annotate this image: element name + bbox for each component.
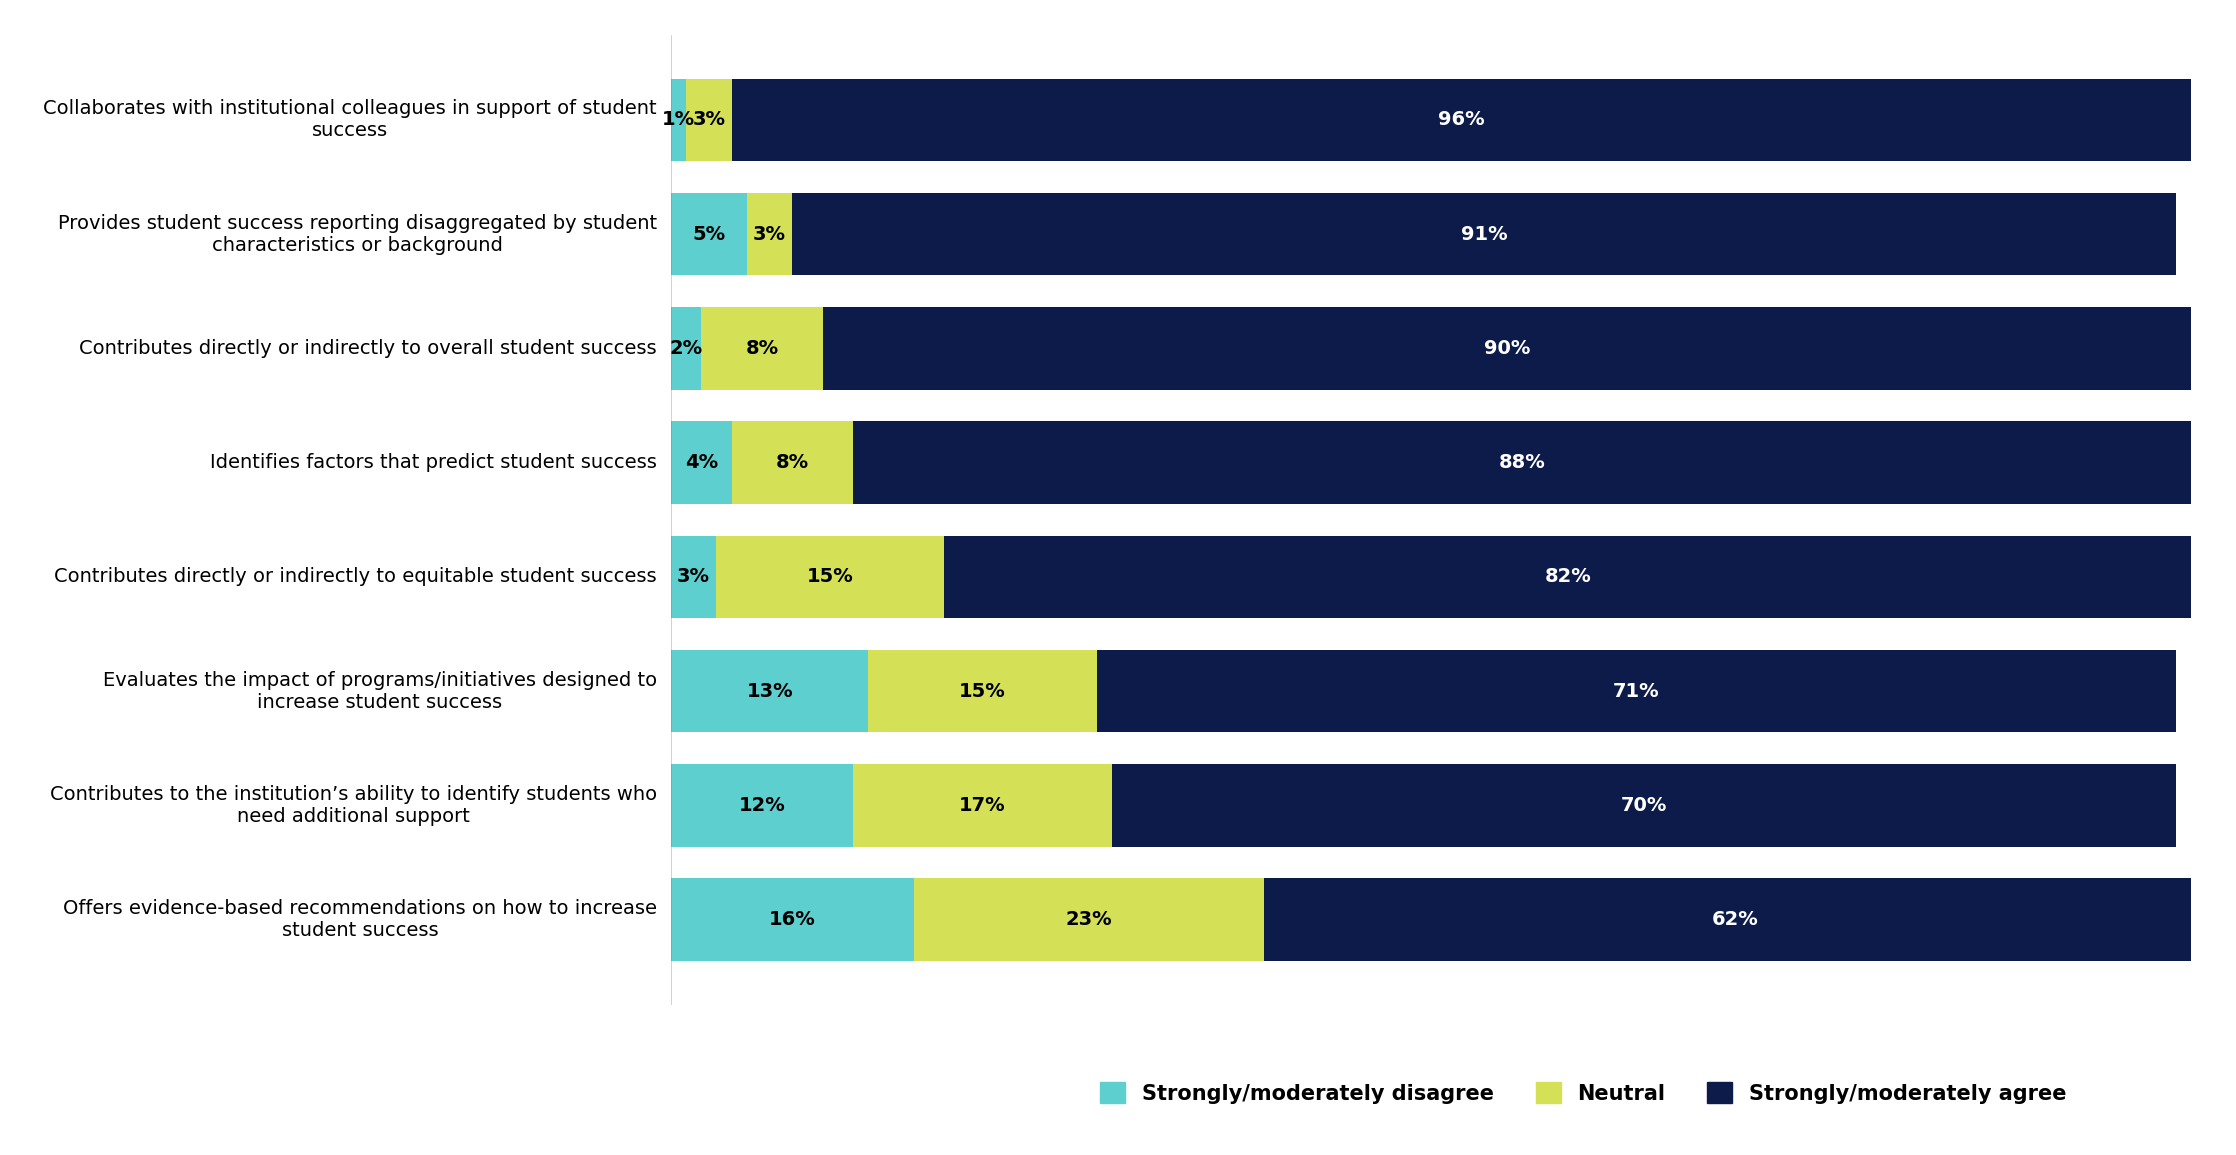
Text: 3%: 3% [678,567,711,587]
Text: 3%: 3% [754,224,787,244]
Bar [1111,765,2176,847]
Text: 8%: 8% [776,453,809,472]
Text: 1%: 1% [662,111,695,129]
Bar [1096,650,2176,732]
Bar [854,765,1111,847]
Text: 70%: 70% [1621,796,1668,815]
Bar [671,536,716,618]
Text: 96%: 96% [1438,111,1485,129]
Bar [944,536,2191,618]
Text: 12%: 12% [738,796,785,815]
Text: 15%: 15% [959,681,1006,701]
Bar [854,422,2191,504]
Text: 71%: 71% [1612,681,1659,701]
Text: 4%: 4% [684,453,718,472]
Text: 90%: 90% [1485,338,1529,358]
Bar [747,193,792,275]
Text: 8%: 8% [745,338,778,358]
Text: 3%: 3% [693,111,724,129]
Text: 13%: 13% [747,681,794,701]
Text: 15%: 15% [807,567,854,587]
Bar [1263,879,2207,961]
Bar [731,422,854,504]
Text: 16%: 16% [769,910,816,929]
Bar [702,307,823,389]
Legend: Strongly/moderately disagree, Neutral, Strongly/moderately agree: Strongly/moderately disagree, Neutral, S… [1091,1073,2075,1112]
Text: 82%: 82% [1545,567,1592,587]
Bar [731,79,2191,161]
Bar [716,536,944,618]
Bar [868,650,1096,732]
Text: 88%: 88% [1498,453,1545,472]
Bar [671,422,731,504]
Text: 91%: 91% [1460,224,1507,244]
Text: 5%: 5% [693,224,724,244]
Bar [823,307,2191,389]
Text: 62%: 62% [1713,910,1757,929]
Bar [915,879,1263,961]
Bar [671,79,686,161]
Bar [686,79,731,161]
Text: 2%: 2% [669,338,702,358]
Text: 17%: 17% [959,796,1006,815]
Bar [792,193,2176,275]
Bar [671,765,854,847]
Bar [671,193,747,275]
Bar [671,307,702,389]
Text: 23%: 23% [1067,910,1111,929]
Bar [671,650,868,732]
Bar [671,879,915,961]
